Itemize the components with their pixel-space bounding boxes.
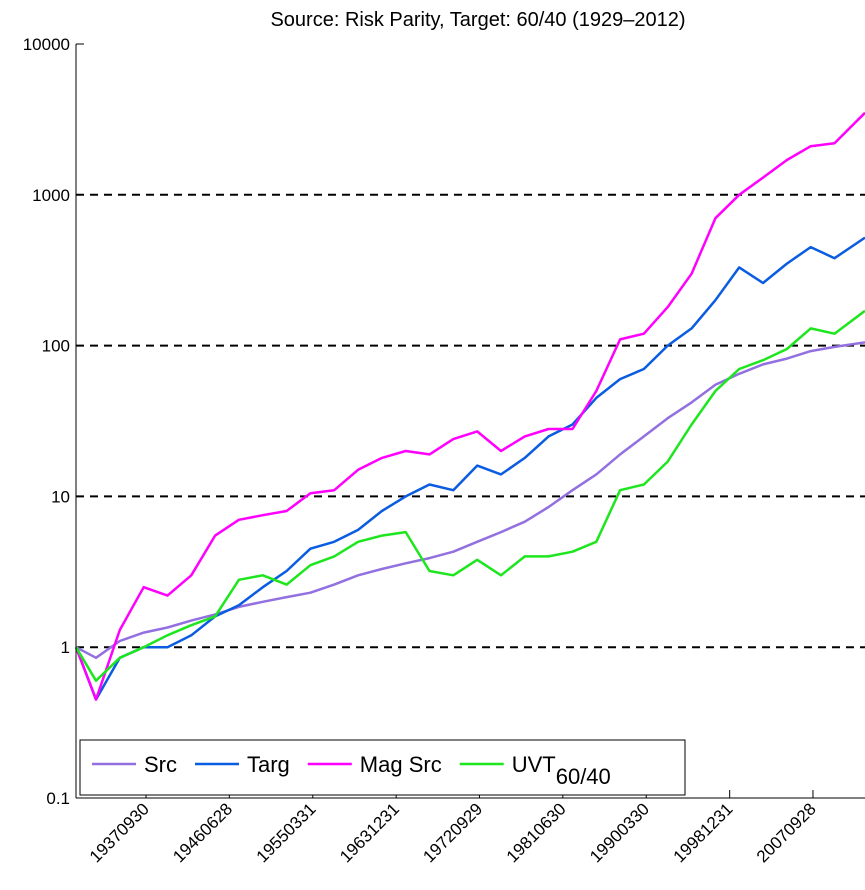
y-tick-label: 10 — [51, 487, 70, 506]
x-tick-label: 19631231 — [336, 799, 403, 866]
legend-label-main: Targ — [247, 752, 290, 777]
x-tick-label: 19720929 — [419, 799, 486, 866]
y-tick-label: 100 — [42, 337, 70, 356]
x-tick-label: 19370930 — [86, 799, 153, 866]
legend-box — [79, 739, 686, 796]
legend-label-main: Mag Src — [360, 752, 442, 777]
legend-label: Targ — [247, 752, 290, 777]
series-line — [75, 341, 865, 660]
y-tick-label: 0.1 — [46, 789, 70, 808]
chart-title: Source: Risk Parity, Target: 60/40 (1929… — [270, 9, 685, 31]
legend: Src Targ Mag Src UVT60/40 — [79, 739, 686, 796]
legend-label: Mag Src — [360, 752, 442, 777]
series-line — [74, 111, 865, 701]
series-line — [74, 309, 865, 682]
x-tick-label: 19810630 — [503, 799, 570, 866]
x-tick-label: 19460628 — [169, 799, 236, 866]
x-tick-label: 20070928 — [753, 799, 820, 866]
legend-label-main: UVT — [512, 752, 556, 777]
legend-label-subscript: 60/40 — [556, 764, 611, 789]
x-tick-label: 19900330 — [586, 799, 653, 866]
x-tick-label: 19550331 — [253, 799, 320, 866]
x-tick-label: 19981231 — [670, 799, 737, 866]
y-tick-label: 1000 — [32, 186, 70, 205]
y-tick-label: 10000 — [23, 35, 70, 54]
series-line — [74, 236, 865, 701]
y-tick-label: 1 — [61, 638, 70, 657]
legend-label-main: Src — [144, 752, 177, 777]
legend-label: Src — [144, 752, 177, 777]
legend-label: UVT60/40 — [512, 752, 611, 789]
